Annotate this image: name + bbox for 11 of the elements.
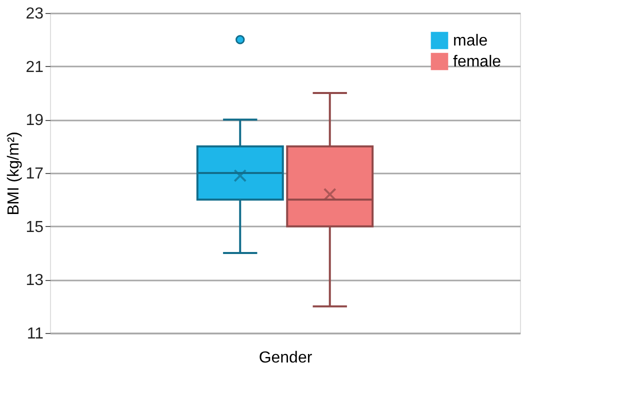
y-tick-label: 11 (26, 326, 44, 342)
y-tick-label: 13 (26, 272, 44, 290)
y-axis-title: BMI (kg/m²) (6, 132, 23, 216)
legend-label: female (453, 54, 502, 70)
x-axis-title: Gender (258, 350, 313, 366)
y-tick-label: 23 (26, 6, 44, 22)
legend-label: male (453, 32, 488, 50)
y-tick-label: 15 (26, 218, 44, 236)
y-tick-label: 21 (26, 58, 44, 76)
y-tick-label: 19 (26, 112, 44, 130)
y-tick-label: 17 (26, 166, 44, 182)
